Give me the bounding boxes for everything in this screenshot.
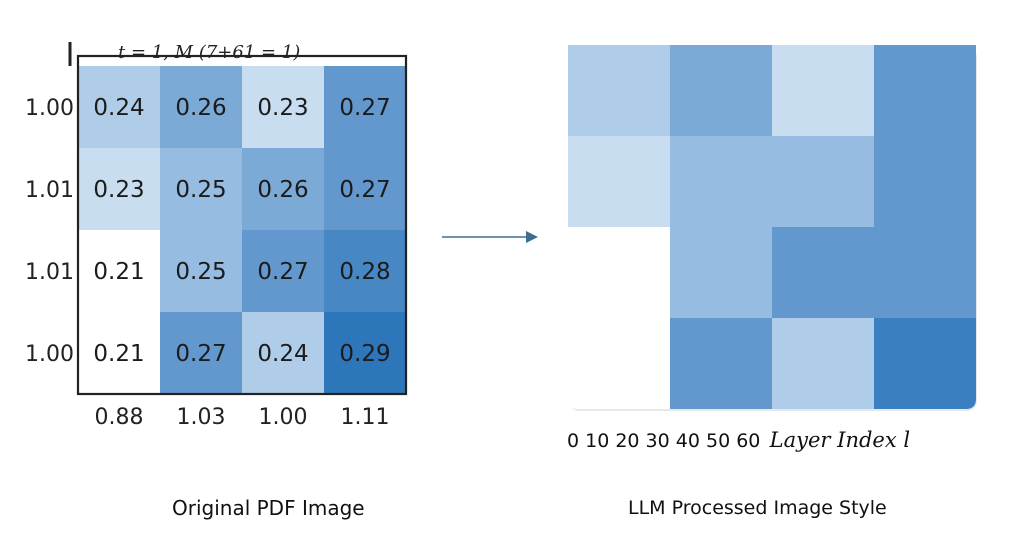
heatmap-cell: [772, 227, 875, 319]
cell-value-label: 0.27: [257, 259, 308, 285]
heatmap-cell: [242, 66, 324, 148]
cell-value-label: 0.25: [175, 177, 226, 203]
heatmap-cell: [568, 227, 671, 319]
cell-value-label: 0.29: [339, 341, 390, 367]
cell-value-label: 0.26: [175, 95, 226, 121]
original-pdf-panel: t = 1, M (7+61 = 1) 0.24 0.26 0.23 0.27 0.23 0…: [0, 0, 440, 535]
x-axis-ticks: 0 10 20 30 40 50 60: [567, 430, 761, 452]
cell-value-label: 0.21: [93, 341, 144, 367]
heatmap-cell: [160, 230, 242, 312]
processed-cells: [568, 45, 976, 409]
cell-value-label: 0.23: [93, 177, 144, 203]
heatmap-cell: [670, 227, 773, 319]
llm-processed-panel: 0 10 20 30 40 50 60 Layer Index l: [540, 0, 1024, 535]
heatmap-cell: [160, 66, 242, 148]
heatmap-cell: [324, 312, 406, 394]
heatmap-cell: [874, 136, 976, 228]
heatmap-cell: [772, 318, 875, 409]
header-fragment: t = 1, M (7+61 = 1): [118, 42, 300, 63]
caption-original: Original PDF Image: [172, 496, 365, 520]
caption-processed: LLM Processed Image Style: [628, 497, 887, 519]
cell-value-label: 0.27: [339, 95, 390, 121]
cell-value-label: 0.26: [257, 177, 308, 203]
x-axis-label-row: 0 10 20 30 40 50 60 Layer Index l: [567, 428, 910, 453]
column-label: 1.03: [177, 405, 226, 430]
heatmap-cell: [874, 318, 976, 409]
heatmap-cell: [874, 45, 976, 137]
heatmap-cell: [772, 136, 875, 228]
cell-value-label: 0.27: [175, 341, 226, 367]
row-label: 1.01: [25, 178, 74, 203]
row-label: 1.00: [25, 96, 74, 121]
column-label: 0.88: [95, 405, 144, 430]
cell-value-label: 0.24: [257, 341, 308, 367]
cell-value-label: 0.24: [93, 95, 144, 121]
original-heatmap: t = 1, M (7+61 = 1) 0.24 0.26 0.23 0.27 0.23 0…: [25, 40, 408, 430]
header-mask: [68, 40, 102, 66]
heatmap-cell: [670, 136, 773, 228]
heatmap-cell: [242, 148, 324, 230]
heatmap-cell: [160, 312, 242, 394]
cell-value-label: 0.27: [339, 177, 390, 203]
heatmap-cell: [324, 148, 406, 230]
column-label: 1.00: [259, 405, 308, 430]
heatmap-cell: [242, 230, 324, 312]
heatmap-cell: [78, 148, 160, 230]
heatmap-cell: [78, 66, 160, 148]
heatmap-cell: [78, 230, 160, 312]
heatmap-cell: [568, 318, 671, 409]
x-axis-title: Layer Index l: [769, 428, 911, 452]
heatmap-cell: [324, 230, 406, 312]
cell-value-label: 0.21: [93, 259, 144, 285]
heatmap-cell: [242, 312, 324, 394]
row-label: 1.01: [25, 260, 74, 285]
cell-value-label: 0.23: [257, 95, 308, 121]
heatmap-cell: [568, 136, 671, 228]
processed-heatmap: [568, 45, 977, 411]
heatmap-cell: [874, 227, 976, 319]
heatmap-cell: [324, 66, 406, 148]
heatmap-cell: [160, 148, 242, 230]
column-label: 1.11: [341, 405, 390, 430]
cell-value-label: 0.28: [339, 259, 390, 285]
arrow-right-icon: [442, 231, 538, 243]
heatmap-cell: [78, 312, 160, 394]
cell-value-label: 0.25: [175, 259, 226, 285]
heatmap-cell: [772, 45, 875, 137]
heatmap-cell: [568, 45, 671, 137]
heatmap-frame: [76, 54, 408, 396]
heatmap-cell: [670, 318, 773, 409]
row-label: 1.00: [25, 342, 74, 367]
heatmap-cell: [670, 45, 773, 137]
